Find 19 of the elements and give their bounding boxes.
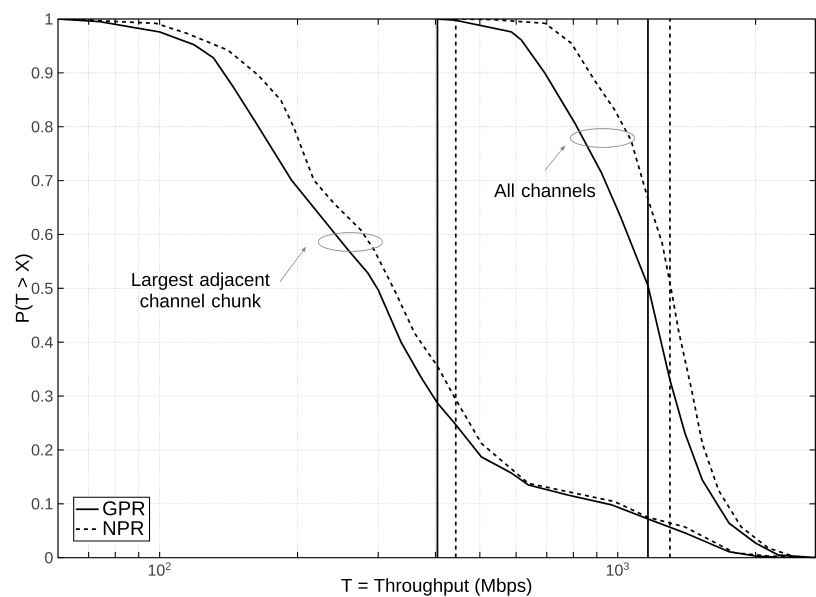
y-tick-label: 0	[45, 552, 53, 564]
x-tick-label: 10$^{2}$	[148, 562, 171, 576]
y-tick-label: 0.6	[32, 228, 53, 240]
y-tick-label: 0.4	[32, 336, 53, 348]
y-tick-label: 0.1	[32, 498, 53, 510]
legend-label: GPR	[103, 501, 145, 516]
y-tick-label: 0.5	[32, 282, 53, 294]
y-tick-label: 0.3	[32, 390, 53, 402]
y-tick-label: 1	[46, 14, 53, 24]
annotation: Largest adjacent channel chunk	[132, 272, 270, 308]
y-tick-label: 0.8	[32, 121, 53, 132]
x-tick-label: 10$^{3}$	[606, 562, 629, 576]
y-tick-label: 0.7	[32, 174, 52, 186]
x-axis-title: T = Throughput (Mbps)	[341, 578, 532, 596]
legend-label: NPR	[104, 521, 144, 535]
y-tick-label: 0.9	[32, 67, 53, 79]
y-axis-title: P(T > X)	[15, 254, 33, 322]
y-tick-label: 0.2	[32, 444, 52, 456]
annotation: All channels	[494, 183, 596, 198]
